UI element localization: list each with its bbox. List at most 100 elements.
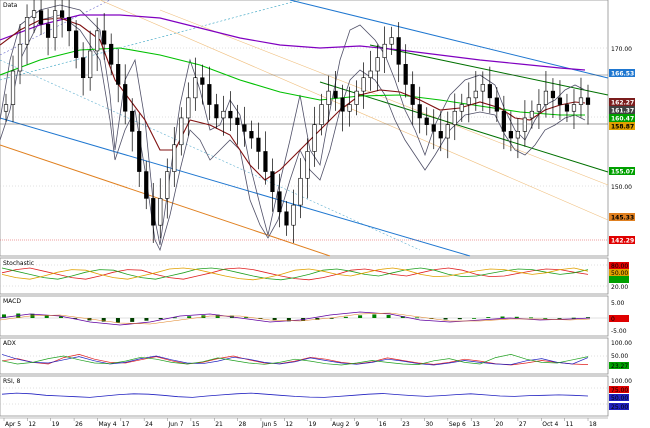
x-tick-label: Apr 5 xyxy=(5,421,21,428)
x-tick-label: 9 xyxy=(355,421,359,428)
light-orange-trendline xyxy=(99,0,609,221)
candle-body xyxy=(578,97,584,105)
candle-body xyxy=(123,84,128,112)
x-tick-label: 13 xyxy=(472,421,480,428)
candle-body xyxy=(235,117,240,125)
x-tick-label: 16 xyxy=(379,421,387,428)
x-tick-label: 23 xyxy=(402,421,410,428)
macd-bar xyxy=(58,316,63,318)
macd-bar xyxy=(44,315,49,318)
candle-body xyxy=(59,10,65,18)
candle-body xyxy=(193,77,198,99)
candle-body xyxy=(431,124,436,132)
macd-bar xyxy=(315,318,320,320)
marker-label: 160.47 xyxy=(611,116,634,123)
candle-body xyxy=(116,64,121,85)
rsi-y-tick: 25.00 xyxy=(611,404,628,411)
candle-body xyxy=(585,97,591,105)
medium-moving-average xyxy=(0,47,585,116)
marker-green xyxy=(609,114,635,122)
candle-body xyxy=(249,131,254,139)
x-tick-label: Jun 7 xyxy=(168,421,184,428)
price-panel-label: Data xyxy=(3,2,18,9)
stochastic-slow-line xyxy=(1,267,589,281)
candle-body xyxy=(326,90,331,105)
x-tick-label: 19 xyxy=(52,421,60,428)
x-tick-label: Aug 2 xyxy=(332,421,350,428)
macd-frame xyxy=(0,295,609,337)
rsi-label: RSI, 8 xyxy=(3,378,21,385)
candle-body xyxy=(487,84,492,99)
macd-bar xyxy=(358,315,363,318)
orange-channel-line xyxy=(0,144,331,257)
candle-body xyxy=(424,117,429,125)
candle-body xyxy=(158,198,163,226)
macd-bar xyxy=(73,318,78,319)
stochastic-d-line xyxy=(1,267,589,281)
candle-body xyxy=(361,77,366,92)
x-tick-label: Sep 6 xyxy=(449,421,466,428)
candle-body xyxy=(81,57,86,79)
candle-body xyxy=(508,131,513,139)
macd-bar xyxy=(286,318,291,322)
stochastic-frame xyxy=(0,257,609,295)
macd-bar xyxy=(130,318,135,322)
macd-bar xyxy=(215,314,220,318)
macd-bar xyxy=(272,318,277,321)
candle-body xyxy=(74,30,79,58)
candle-body xyxy=(151,198,156,226)
macd-bar xyxy=(101,318,106,322)
macd-bar xyxy=(415,317,420,319)
candle-body xyxy=(522,117,527,132)
marker-label: 158.87 xyxy=(611,124,634,131)
macd-bar xyxy=(172,317,177,319)
candle-body xyxy=(88,50,93,79)
candle-body xyxy=(144,171,149,199)
candle-body xyxy=(473,90,478,99)
macd-bar xyxy=(386,315,391,318)
marker-gray xyxy=(609,106,635,114)
candle-body xyxy=(571,104,577,112)
marker-darkred xyxy=(609,98,635,106)
candle-body xyxy=(354,90,359,105)
marker-label: 145.33 xyxy=(611,215,634,222)
marker-label: 162.27 xyxy=(611,100,634,107)
candle-body xyxy=(305,151,310,179)
macd-bar xyxy=(329,318,334,319)
candle-body xyxy=(396,37,401,65)
x-axis: Apr 5 12 19 26 May 4 17 24 Jun 7 15 21 28 Jun 5 12 19… xyxy=(0,417,608,428)
price-markers: 166.53 162.27 161.37 160.47 158.87 155.0… xyxy=(609,69,635,245)
candle-body xyxy=(543,90,549,105)
candle-body xyxy=(466,97,471,105)
marker-yellow xyxy=(609,122,635,130)
candle-body xyxy=(550,90,556,99)
candle-body xyxy=(291,204,296,226)
macd-bar xyxy=(571,317,576,319)
macd-bar xyxy=(158,318,163,320)
candle-body xyxy=(172,144,177,172)
macd-bar xyxy=(529,317,534,319)
adx-panel: ADX 100.00 50.00 23.27 xyxy=(0,337,632,375)
long-moving-average xyxy=(0,14,586,71)
stoch-tag-yellow xyxy=(609,269,629,276)
macd-bar xyxy=(472,318,477,319)
macd-bar xyxy=(343,316,348,318)
macd-signal-line xyxy=(0,312,591,325)
short-moving-average xyxy=(0,17,586,181)
macd-bar xyxy=(514,316,519,318)
marker-blue xyxy=(609,69,635,77)
candle-body xyxy=(102,30,107,45)
candle-body xyxy=(445,124,450,139)
stoch-tag-red xyxy=(609,262,629,269)
adx-tag xyxy=(609,362,629,369)
candle-body xyxy=(207,84,212,105)
marker-red xyxy=(609,236,635,244)
candle-body xyxy=(382,43,387,58)
macd-bar xyxy=(144,318,149,321)
price-y-tick: 170.00 xyxy=(611,46,632,53)
marker-label: 155.07 xyxy=(611,169,634,176)
stochastic-k-line xyxy=(1,267,589,281)
price-y-tick: 150.00 xyxy=(611,184,632,191)
rsi-line xyxy=(1,392,589,398)
